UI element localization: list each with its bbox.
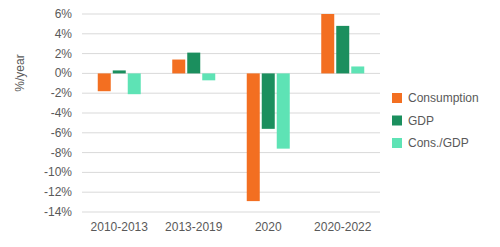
grid-line [82,73,380,74]
legend-label: Consumption [408,91,479,105]
y-tick-label: 6% [55,7,73,21]
legend-swatch [392,116,402,126]
bar [172,60,185,74]
grid-line [82,172,380,173]
bars [98,14,365,201]
grid-line [82,152,380,153]
grid-line [82,132,380,133]
legend-label: GDP [408,114,434,128]
legend-label: Cons./GDP [408,136,469,150]
y-tick-label: -12% [44,185,72,199]
x-tick-label: 2010-2013 [91,220,149,234]
bar [336,26,349,74]
grid-line [82,113,380,114]
y-tick-label: 0% [55,66,73,80]
grid-line [82,33,380,34]
grid-line [82,192,380,193]
legend-swatch [392,138,402,148]
bar [113,70,126,73]
bar [321,14,334,73]
bar [247,73,260,201]
bar [351,66,364,73]
bar [202,73,215,80]
chart: -14% -12% -10% -8% -6% -4% -2% 0% 2% 4% 6% %/year 20… [0,0,500,247]
grid-line [82,93,380,94]
x-tick-label: 2020 [255,220,282,234]
y-tick-label: 4% [55,27,73,41]
bar [277,73,290,148]
y-tick-label: -10% [44,165,72,179]
y-tick-label: -8% [51,146,73,160]
y-tick-label: -2% [51,86,73,100]
grid-line [82,212,380,213]
y-tick-label: -14% [44,205,72,219]
bar [262,73,275,128]
bar [98,73,111,91]
y-tick-label: -6% [51,126,73,140]
bar [128,73,141,94]
grid-line [82,14,380,15]
y-axis-label: %/year [13,54,27,91]
x-tick-label: 2013-2019 [165,220,223,234]
legend-swatch [392,93,402,103]
y-tick-label: 2% [55,47,73,61]
y-tick-label: -4% [51,106,73,120]
x-tick-label: 2020-2022 [314,220,372,234]
grid-line [82,53,380,54]
bar [187,53,200,74]
